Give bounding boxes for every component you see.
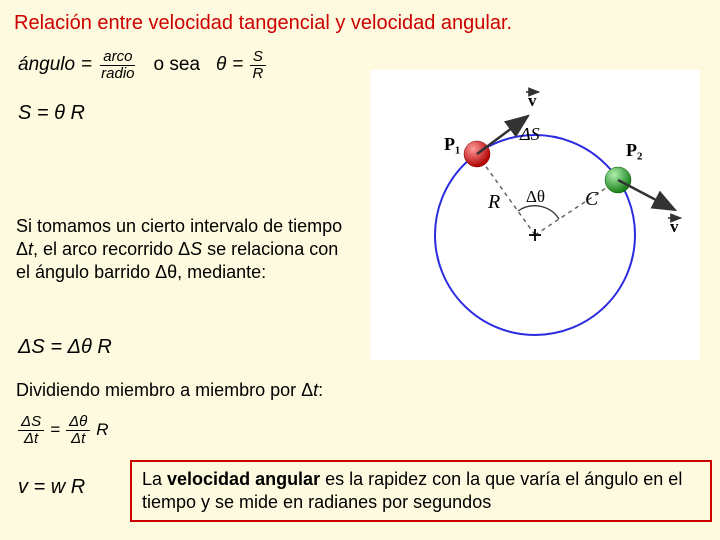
feq: = <box>50 420 60 440</box>
label-v2: v <box>670 217 679 236</box>
label-delta-s: ΔS <box>520 124 540 145</box>
fr: R <box>96 420 108 440</box>
eq-sign2: = <box>232 54 243 76</box>
paragraph-interval: Si tomamos un cierto intervalo de tiempo… <box>16 215 356 284</box>
p1s: S <box>190 239 202 259</box>
fn2: Δθ <box>66 414 90 431</box>
page-title: Relación entre velocidad tangencial y ve… <box>0 0 720 35</box>
label-r1: R <box>487 191 500 213</box>
frac-dtheta-dt: Δθ Δt <box>66 414 90 447</box>
frac2-num: S <box>250 49 266 66</box>
fd1: Δt <box>21 431 41 447</box>
boxa: La <box>142 469 167 489</box>
paragraph-dividing: Dividiendo miembro a miembro por Δt: <box>16 380 616 401</box>
p2a: Dividiendo miembro a miembro por Δ <box>16 380 313 400</box>
formula-frac-eq: ΔS Δt = Δθ Δt R <box>18 414 109 447</box>
formula-v-wr: v = w R <box>18 476 85 499</box>
frac-ds-dt: ΔS Δt <box>18 414 44 447</box>
diagram-svg: P₁ P₂ R C Δθ v v <box>370 70 700 360</box>
formula-ds: ΔS = Δθ R <box>18 336 112 359</box>
fraction-arc-radius: arco radio <box>98 49 137 82</box>
circular-motion-diagram: P₁ P₂ R C Δθ v v <box>370 70 700 360</box>
lhs: ángulo <box>18 54 75 76</box>
definition-box: La velocidad angular es la rapidez con l… <box>130 460 712 522</box>
frac2-den: R <box>249 66 266 82</box>
label-c: C <box>585 188 599 210</box>
osea: o sea <box>154 54 200 76</box>
p1b: , el arco recorrido Δ <box>33 239 190 259</box>
fd2: Δt <box>68 431 88 447</box>
label-v1: v <box>528 91 537 110</box>
label-p2: P₂ <box>626 140 642 160</box>
label-p1: P₁ <box>444 134 460 154</box>
fn1: ΔS <box>18 414 44 431</box>
boxb: velocidad angular <box>167 469 320 489</box>
fraction-s-r: S R <box>249 49 266 82</box>
p2b: : <box>318 380 323 400</box>
label-dtheta: Δθ <box>526 187 545 206</box>
eq-sign: = <box>81 54 92 76</box>
frac-den: radio <box>98 66 137 82</box>
theta: θ <box>216 54 226 76</box>
frac-num: arco <box>100 49 135 66</box>
